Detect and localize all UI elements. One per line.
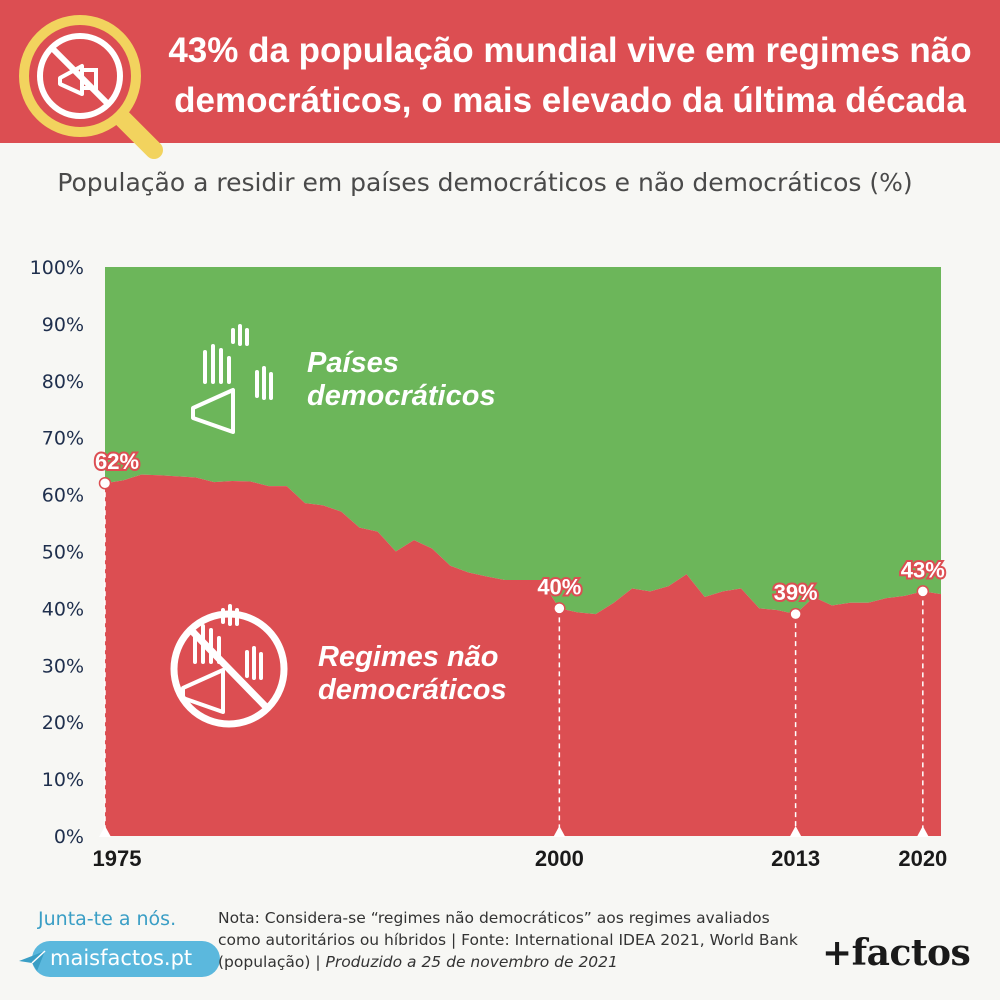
y-tick-label: 70% [42,428,84,450]
y-tick-label: 0% [54,826,84,848]
y-tick-label: 50% [42,542,84,564]
area-label-line: democráticos [307,380,496,412]
raised-hands-megaphone-icon [191,324,273,434]
y-tick-label: 100% [30,257,84,279]
icon-hand [203,344,231,384]
icon-megaphone [191,388,235,434]
axis-marker [553,826,566,837]
x-tick-label: 2000 [535,846,584,871]
icon-hand [245,646,263,680]
axis-marker [916,826,929,837]
brand-logo: +factos [822,932,971,974]
note-text: Nota: Considera-se “regimes não democrát… [218,909,798,971]
area-regimes-nao-democraticos [105,474,941,836]
y-tick-label: 30% [42,655,84,677]
no-protest-icon [170,604,288,728]
y-tick-label: 60% [42,485,84,507]
icon-prohibition-circle [170,610,288,728]
annotation-point [553,602,566,615]
axis-marker [789,826,802,837]
paper-plane-icon [19,950,46,971]
area-label-line: Regimes não [318,641,499,673]
annotation-point [98,476,112,490]
y-tick-label: 90% [42,314,84,336]
page-title: 43% da população mundial vive em regimes… [160,26,980,126]
annotation-point [916,585,930,598]
title-line-2: democráticos, o mais elevado da última d… [174,81,966,120]
y-tick-label: 10% [42,769,84,791]
axis-marker [99,826,111,837]
y-tick-label: 20% [42,712,84,734]
annotation-point [789,607,802,621]
title-line-1: 43% da população mundial vive em regimes… [168,31,972,70]
footer-cta: Junta-te a nós. [38,908,177,930]
x-tick-label: 2013 [771,846,820,871]
x-tick-label: 1975 [93,846,142,871]
y-tick-label: 40% [42,598,84,620]
x-tick-label: 2020 [898,846,947,871]
site-link[interactable]: maisfactos.pt [19,941,220,977]
annotation-label: 62% [95,449,139,474]
annotation-label: 39% [774,580,818,605]
site-label: maisfactos.pt [50,946,193,970]
area-paises-democraticos [105,267,941,615]
magnifier-no-protest-icon [19,15,163,159]
y-tick-label: 80% [42,371,84,393]
icon-hand [255,366,273,400]
area-label-line: democráticos [318,674,507,706]
chart-title: População a residir em países democrátic… [57,168,913,197]
area-label-line: Países [307,347,399,379]
icon-prohibition-slash [187,626,271,712]
produced-date: Produzido a 25 de novembro de 2021 [325,953,618,971]
annotation-label: 40% [537,574,581,599]
source-note: Nota: Considera-se “regimes não democrát… [218,907,808,973]
header-banner: 43% da população mundial vive em regimes… [0,0,1000,159]
annotation-label: 43% [901,557,945,582]
icon-hand [231,324,249,346]
